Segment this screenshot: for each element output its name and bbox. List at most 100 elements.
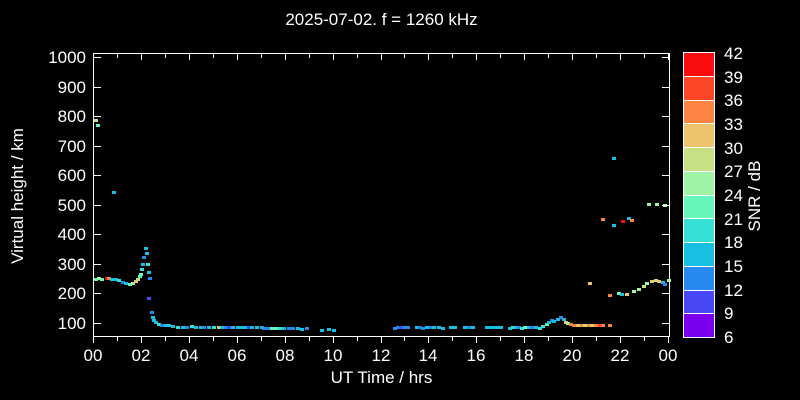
data-point [93,277,98,281]
x-tick [285,337,286,343]
data-point [259,325,264,329]
data-point [597,324,602,328]
data-point [507,326,512,330]
data-point [579,323,584,327]
plot-area [93,53,671,337]
data-point [663,282,668,286]
data-point [463,326,468,330]
data-point [437,326,441,330]
data-point [319,328,324,332]
data-point [487,326,492,330]
data-point [418,325,423,329]
x-tick [261,54,262,58]
data-point [637,287,642,291]
data-point [216,326,221,330]
colorbar-tick-label: 24 [724,186,743,205]
y-tick [94,175,101,176]
data-point [250,326,255,330]
data-point [396,325,401,329]
x-tick-label: 00 [658,346,678,365]
data-point [470,326,475,330]
data-point [211,326,216,330]
x-tick [309,54,310,58]
x-tick [189,337,190,343]
y-tick-label: 200 [57,284,86,303]
data-point [402,325,407,329]
x-tick [213,337,214,341]
data-point [650,280,655,284]
data-point [586,324,591,328]
data-point [549,318,554,322]
x-tick [237,54,238,60]
x-tick [237,337,238,343]
data-point [223,325,228,329]
x-tick-label: 14 [418,346,438,365]
x-tick [500,337,501,341]
data-point [262,326,267,330]
x-tick [452,337,453,341]
data-point [568,322,573,326]
data-point [171,324,176,328]
data-point [287,327,292,331]
x-tick [213,54,214,58]
data-point [421,326,426,330]
x-tick [309,337,310,341]
colorbar [683,52,715,338]
data-point [193,325,198,329]
data-point [265,327,270,331]
data-point [490,326,495,330]
x-tick [117,54,118,58]
data-point [645,282,650,286]
x-tick [357,337,358,341]
data-point [175,325,180,329]
x-tick [404,337,405,341]
data-point [117,278,122,282]
y-tick [662,205,669,206]
data-point [415,326,420,330]
data-point [572,323,577,327]
data-point [254,326,259,330]
data-point [499,326,504,330]
data-point [583,324,588,328]
x-tick-label: 18 [514,346,534,365]
x-tick [165,337,166,341]
data-point [661,280,665,284]
data-point [657,279,662,283]
colorbar-segment [684,314,714,337]
colorbar-tick-label: 27 [724,162,743,181]
data-point [151,319,156,323]
data-point [143,247,148,251]
colorbar-tick-label: 9 [724,304,734,323]
data-point [149,311,154,315]
x-tick [165,54,166,58]
data-point [555,317,560,321]
colorbar-segment [684,148,714,172]
data-point [425,326,430,330]
x-tick [620,337,621,343]
data-point [130,281,135,285]
data-point [145,262,150,266]
x-tick-label: 22 [610,346,630,365]
y-tick-label: 500 [57,196,86,215]
data-point [514,326,519,330]
y-tick [662,87,669,88]
x-axis-label: UT Time / hrs [330,368,433,387]
data-point [611,156,616,160]
y-tick [662,293,669,294]
data-point [154,321,159,325]
data-point [163,324,168,328]
y-tick [94,205,101,206]
data-point [559,316,564,320]
data-point [109,277,114,281]
y-tick-label: 1000 [48,48,86,67]
colorbar-tick-label: 39 [724,68,743,87]
data-point [207,325,211,329]
x-tick-label: 20 [562,346,582,365]
data-point [620,293,625,297]
data-point [530,325,535,329]
data-point [230,326,235,330]
x-tick [93,54,94,60]
data-point [160,323,165,327]
x-tick [452,54,453,58]
